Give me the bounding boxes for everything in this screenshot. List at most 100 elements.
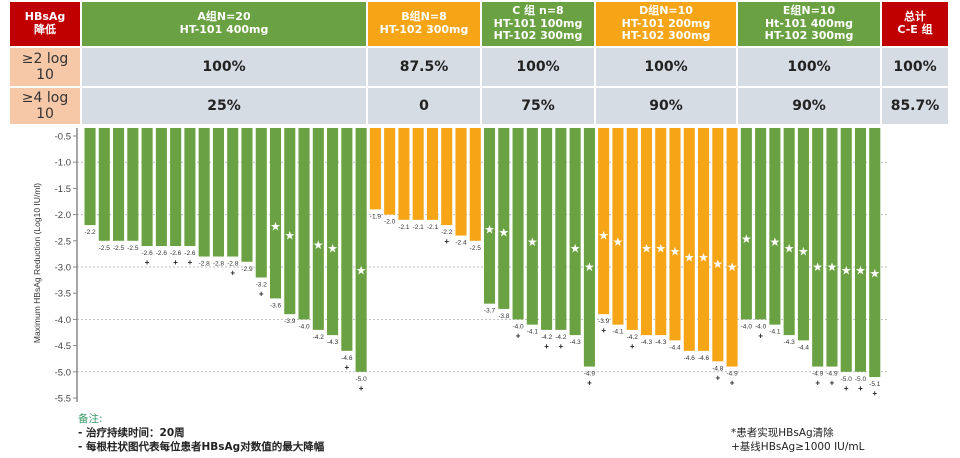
bar-value-label: -2.5 (113, 245, 125, 252)
bar-a (327, 128, 339, 336)
plus-marker: + (630, 342, 635, 351)
plus-marker: + (230, 269, 235, 278)
bar-value-label: -4.4 (798, 344, 810, 351)
bar-c (541, 128, 553, 330)
bar-value-label: -4.2 (541, 334, 553, 341)
bar-value-label: -2.4 (455, 240, 467, 247)
bar-value-label: -4.0 (512, 323, 524, 330)
notes-line-duration: - 治疗持续时间：20周 (78, 427, 185, 439)
bar-a (341, 128, 353, 351)
bar-value-label: -4.9 (726, 371, 738, 378)
bar-c (498, 128, 510, 309)
group-d-ge2: 100% (596, 48, 738, 88)
star-marker: ★ (527, 235, 538, 249)
plus-marker: + (516, 331, 521, 340)
star-marker: ★ (698, 251, 709, 265)
total-ge4: 85.7% (882, 88, 950, 126)
bar-c (484, 128, 496, 304)
bar-b (369, 128, 381, 210)
total-header: 总计 C-E 组 (882, 2, 950, 48)
bar-value-label: -4.1 (769, 329, 781, 336)
row-label-ge4: ≥4 log 10 (10, 88, 82, 126)
bar-value-label: -4.0 (298, 323, 310, 330)
bar-c (555, 128, 567, 330)
bar-value-label: -4.9 (812, 371, 824, 378)
star-marker: ★ (284, 229, 295, 243)
y-tick-label: -2.5 (55, 236, 71, 247)
bar-e (840, 128, 852, 372)
bar-e (797, 128, 809, 341)
plus-marker: + (145, 258, 150, 267)
star-marker: ★ (641, 241, 652, 255)
plus-marker: + (730, 379, 735, 388)
bar-b (412, 128, 424, 220)
bar-d (626, 128, 638, 330)
bar-value-label: -4.4 (669, 344, 681, 351)
total-ge2: 100% (882, 48, 950, 88)
bar-c (583, 128, 595, 367)
bar-value-label: -4.2 (313, 334, 325, 341)
bar-c (526, 128, 538, 325)
bar-value-label: -4.6 (341, 355, 353, 362)
bar-value-label: -4.9 (826, 371, 838, 378)
star-marker: ★ (570, 241, 581, 255)
plus-marker: + (815, 379, 820, 388)
plus-marker: + (587, 379, 592, 388)
star-marker: ★ (727, 260, 738, 274)
group-e-header: E组N=10 Ht-101 400mg HT-102 300mg (738, 2, 882, 48)
bar-value-label: -4.6 (684, 355, 696, 362)
star-marker: ★ (584, 260, 595, 274)
plus-marker: + (559, 342, 564, 351)
bar-value-label: -2.6 (170, 250, 182, 257)
plus-marker: + (444, 237, 449, 246)
group-e-ge2: 100% (738, 48, 882, 88)
bar-value-label: -2.5 (470, 245, 482, 252)
plus-marker: + (858, 384, 863, 393)
bar-d (698, 128, 710, 351)
bar-value-label: -2.6 (142, 250, 154, 257)
bar-d (612, 128, 624, 325)
group-c-header: C 组 n=8 HT-101 100mg HT-102 300mg (482, 2, 596, 48)
bar-e (769, 128, 781, 325)
bar-value-label: -3.8 (498, 313, 510, 320)
bar-c (569, 128, 581, 336)
bar-a (255, 128, 267, 278)
star-marker: ★ (484, 222, 495, 236)
star-marker: ★ (841, 263, 852, 277)
group-d-header: D组N=10 HT-101 200mg HT-102 300mg (596, 2, 738, 48)
bar-b (384, 128, 396, 215)
bar-a (113, 128, 125, 241)
bar-value-label: -2.0 (384, 219, 396, 226)
bar-a (312, 128, 324, 330)
bar-a (269, 128, 282, 299)
bar-e (826, 128, 838, 367)
notes-title: 备注: (78, 413, 103, 425)
star-marker: ★ (498, 226, 509, 240)
bars: -2.2-2.5 -2.5 -2.5-2.6+-2.6 -2.6+-2.6+ -2.8-… (84, 128, 881, 398)
plus-marker: + (259, 289, 264, 298)
bar-e (854, 128, 867, 372)
bar-value-label: -5.1 (869, 381, 881, 388)
bar-a (184, 128, 196, 247)
y-tick-label: -3.5 (55, 289, 71, 300)
bar-b (455, 128, 467, 236)
bar-value-label: -2.5 (127, 245, 139, 252)
bar-value-label: -4.2 (555, 334, 567, 341)
plus-marker: + (601, 326, 606, 335)
star-marker: ★ (869, 266, 880, 280)
bar-a (170, 128, 182, 247)
gridlines (77, 161, 888, 373)
bar-a (355, 128, 367, 372)
bar-d (726, 128, 738, 367)
bar-b (469, 128, 481, 241)
row-header-title: HBsAg 降低 (10, 2, 82, 48)
bar-value-label: -4.3 (784, 339, 796, 346)
star-marker: ★ (327, 241, 338, 255)
bar-value-label: -4.9 (584, 371, 596, 378)
bar-value-label: -3.9 (598, 318, 610, 325)
y-axis: -0.5 -1.0 -1.5 -2.0 -2.5 -3.0 -3.5 -4.0 -4.5 -5.0… (55, 128, 78, 405)
bar-value-label: -2.5 (99, 245, 111, 252)
bar-a (84, 128, 96, 226)
bar-a (212, 128, 224, 257)
bar-a (298, 128, 310, 320)
